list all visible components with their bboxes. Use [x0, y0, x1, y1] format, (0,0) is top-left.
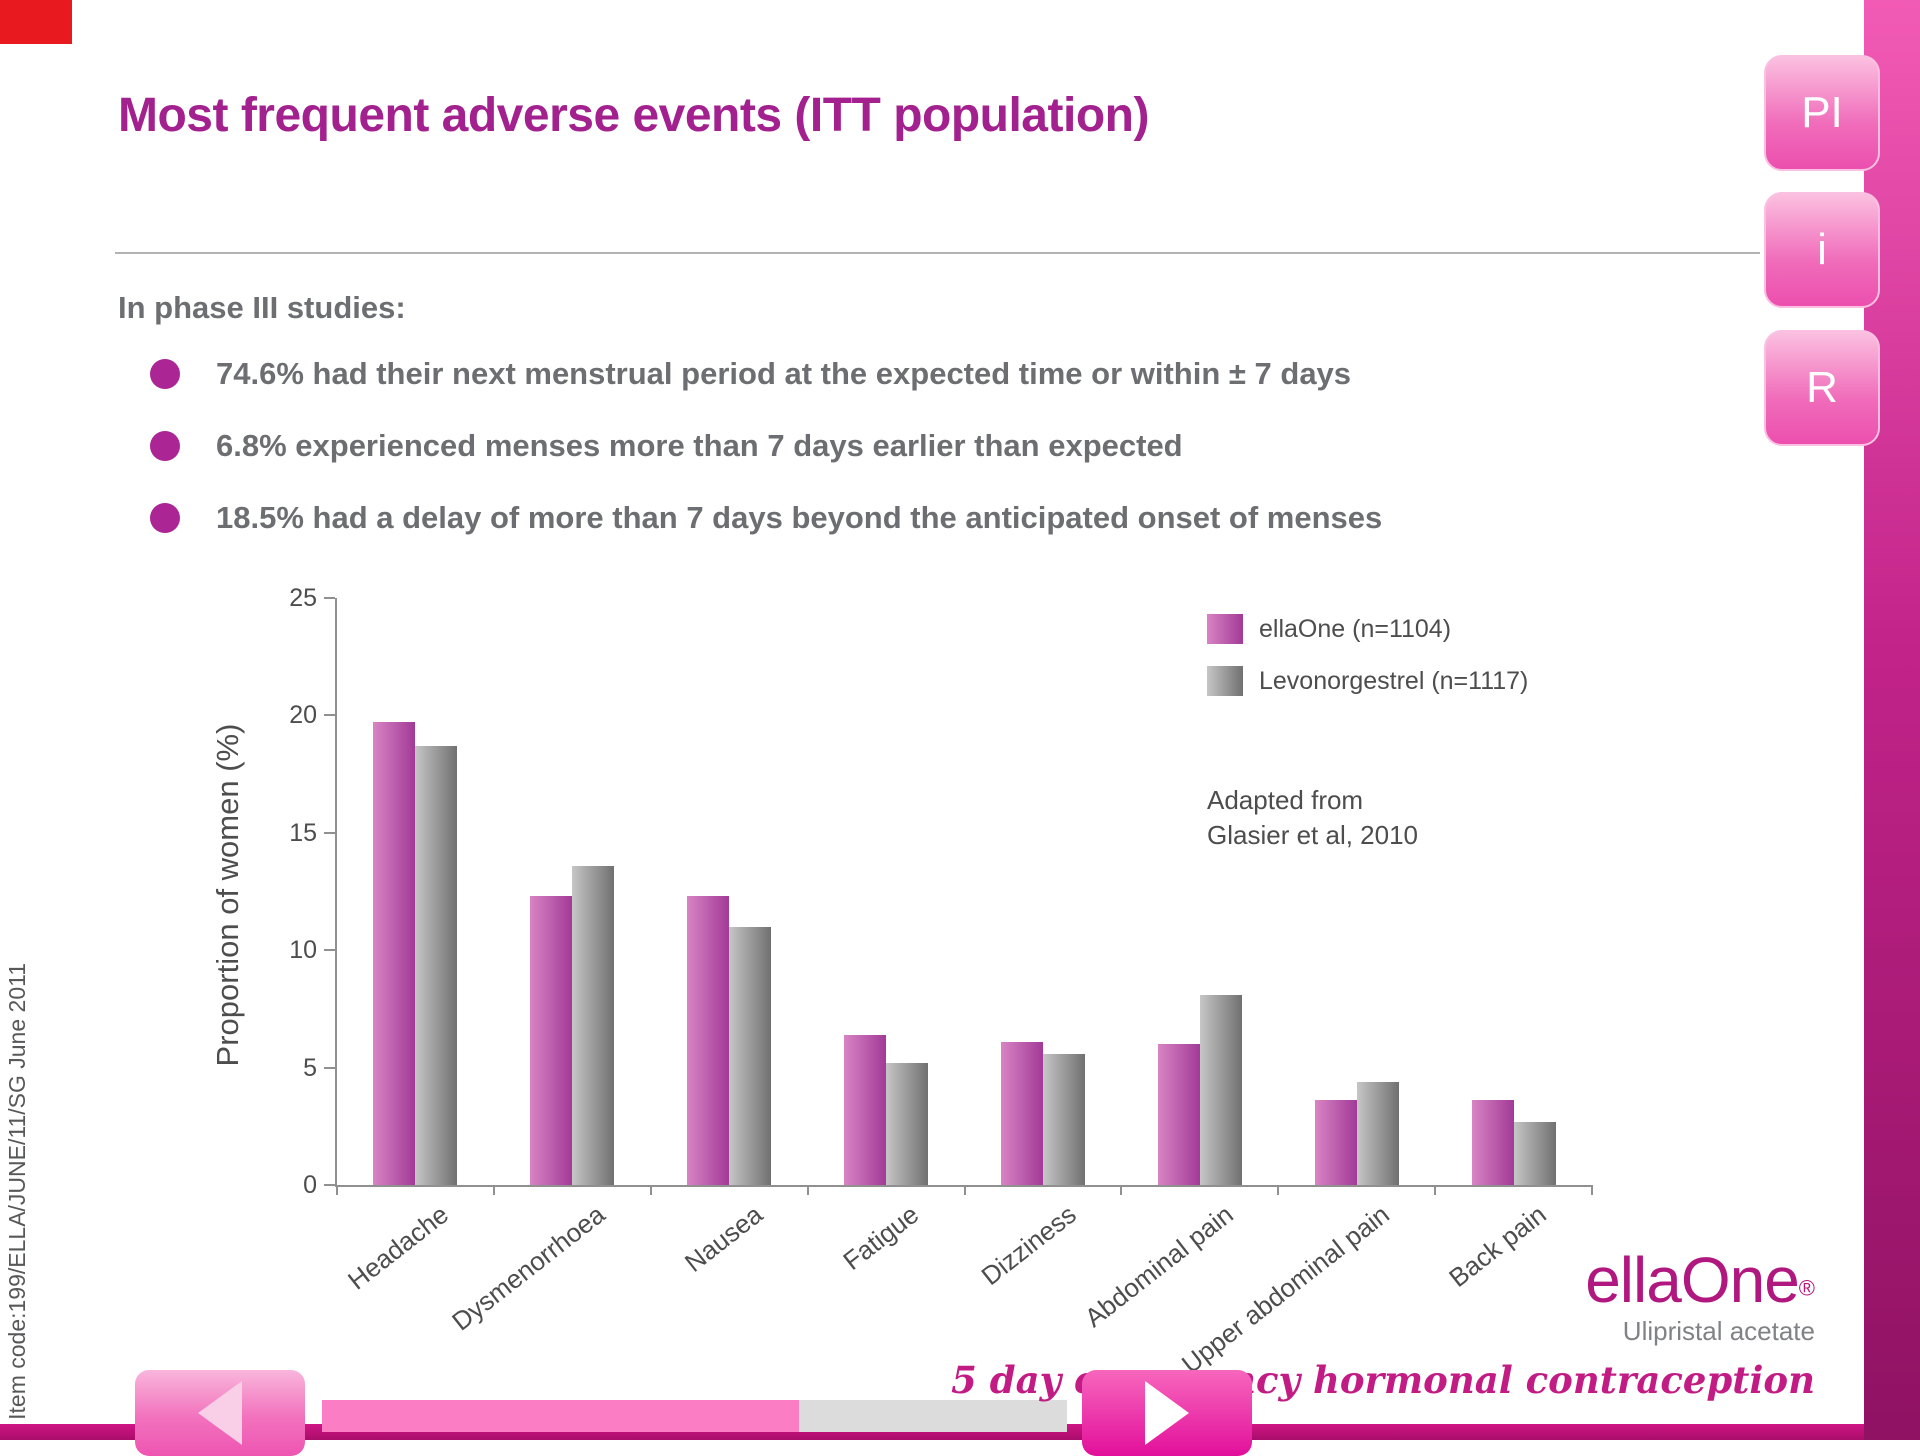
bar-levonorgestrel-fatigue	[886, 1062, 929, 1185]
bar-levonorgestrel-dysmenorrhoea	[572, 865, 615, 1185]
prev-arrow-icon	[198, 1381, 242, 1445]
x-tick-label-text: Nausea	[678, 1199, 768, 1278]
brand-subtitle: Ulipristal acetate	[1622, 1316, 1815, 1346]
item-code: Item code:199/ELLA/JUNE/11/SG June 2011	[4, 963, 30, 1420]
y-tick-label: 0	[303, 1171, 317, 1199]
x-tick-mark	[1120, 1185, 1123, 1195]
y-tick-label: 20	[289, 701, 317, 730]
y-tick-label: 15	[289, 818, 317, 847]
ellaone-logo: ellaOne®	[1585, 1248, 1815, 1312]
bar-ellaone-abdominal-pain	[1157, 1044, 1200, 1185]
x-tick-label-text: Dysmenorrhoea	[446, 1199, 611, 1337]
x-tick-mark	[1434, 1185, 1437, 1195]
bullet-item: 18.5% had a delay of more than 7 days be…	[150, 496, 1650, 540]
chart-source-note-line: Adapted from	[1207, 785, 1364, 815]
x-tick-label-text: Headache	[342, 1199, 454, 1296]
y-tick-mark	[324, 949, 335, 952]
legend-label: Levonorgestrel (n=1117)	[1259, 666, 1529, 695]
bar-levonorgestrel-nausea	[729, 926, 772, 1185]
legend-item: ellaOne (n=1104)	[1207, 614, 1528, 644]
side-tab-pi[interactable]: PI	[1764, 55, 1880, 171]
bullet-item: 6.8% experienced menses more than 7 days…	[150, 424, 1650, 468]
bar-levonorgestrel-headache	[415, 745, 458, 1185]
bar-ellaone-dizziness	[1000, 1041, 1043, 1185]
bullet-text: 18.5% had a delay of more than 7 days be…	[216, 500, 1383, 535]
x-tick-mark	[336, 1185, 338, 1195]
bar-levonorgestrel-upper-abdominal-pain	[1356, 1081, 1399, 1185]
x-tick-mark	[1277, 1185, 1280, 1195]
y-axis-title: Proportion of women (%)	[210, 723, 245, 1067]
bar-ellaone-nausea	[687, 896, 730, 1185]
legend-item: Levonorgestrel (n=1117)	[1207, 666, 1528, 696]
bar-ellaone-headache	[373, 722, 416, 1185]
progress-fill	[322, 1400, 799, 1432]
x-tick-mark	[1591, 1185, 1593, 1195]
bar-levonorgestrel-abdominal-pain	[1199, 994, 1242, 1185]
y-tick-mark	[324, 597, 335, 599]
y-tick-label: 5	[303, 1053, 317, 1082]
bar-ellaone-fatigue	[844, 1034, 887, 1185]
x-tick-label-text: Fatigue	[837, 1199, 925, 1277]
legend-swatch	[1207, 666, 1243, 696]
x-tick-label-text: Back pain	[1443, 1199, 1553, 1293]
legend-label: ellaOne (n=1104)	[1259, 614, 1452, 643]
progress-bar[interactable]	[322, 1400, 1067, 1432]
bar-ellaone-upper-abdominal-pain	[1314, 1100, 1357, 1185]
chart-legend: ellaOne (n=1104) Levonorgestrel (n=1117)	[1207, 614, 1528, 718]
y-tick-mark	[324, 1184, 335, 1186]
bullet-icon	[150, 359, 180, 389]
bullet-list: 74.6% had their next menstrual period at…	[150, 352, 1650, 568]
bullet-item: 74.6% had their next menstrual period at…	[150, 352, 1650, 396]
side-tab-label: PI	[1801, 88, 1843, 137]
x-tick-mark	[492, 1185, 495, 1195]
side-tab-info[interactable]: i	[1764, 192, 1880, 308]
chart-source-note-line: Glasier et al, 2010	[1207, 820, 1419, 850]
brand-tagline: 5 day emergency hormonal contraception	[951, 1358, 1815, 1402]
chart-source-note: Adapted from Glasier et al, 2010	[1207, 783, 1418, 853]
ellaone-logo-text: ellaOne	[1585, 1244, 1800, 1316]
legend-swatch	[1207, 614, 1243, 644]
title-divider	[115, 252, 1760, 254]
side-tab-label: R	[1806, 363, 1838, 412]
y-tick-label: 25	[289, 584, 317, 612]
bar-ellaone-dysmenorrhoea	[530, 896, 573, 1185]
bar-levonorgestrel-dizziness	[1042, 1053, 1085, 1185]
y-tick-label: 10	[289, 936, 317, 965]
bullet-icon	[150, 503, 180, 533]
bar-levonorgestrel-back-pain	[1513, 1121, 1556, 1185]
side-tab-label: i	[1817, 225, 1827, 274]
intro-heading: In phase III studies:	[118, 290, 406, 325]
plot-area: ellaOne (n=1104) Levonorgestrel (n=1117) …	[289, 584, 1593, 1379]
bullet-text: 74.6% had their next menstrual period at…	[216, 356, 1352, 391]
brand-block: ellaOne® Ulipristal acetate	[1585, 1248, 1815, 1347]
y-tick-mark	[324, 831, 335, 834]
y-tick-mark	[324, 714, 335, 717]
red-corner-marker	[0, 0, 72, 44]
bullet-text: 6.8% experienced menses more than 7 days…	[216, 428, 1183, 463]
x-tick-mark	[649, 1185, 652, 1195]
x-tick-mark	[806, 1185, 809, 1195]
prev-slide-button[interactable]	[135, 1370, 305, 1456]
next-arrow-icon	[1145, 1381, 1189, 1445]
registered-mark-icon: ®	[1798, 1275, 1815, 1301]
y-tick-mark	[324, 1066, 335, 1069]
x-tick-label-text: Abdominal pain	[1078, 1199, 1239, 1333]
bullet-icon	[150, 431, 180, 461]
x-tick-label-text: Dizziness	[975, 1199, 1082, 1292]
x-tick-mark	[963, 1185, 966, 1195]
page-title: Most frequent adverse events (ITT popula…	[118, 89, 1149, 142]
side-tab-r[interactable]: R	[1764, 330, 1880, 446]
bar-ellaone-back-pain	[1471, 1100, 1514, 1185]
next-slide-button[interactable]	[1082, 1370, 1252, 1456]
